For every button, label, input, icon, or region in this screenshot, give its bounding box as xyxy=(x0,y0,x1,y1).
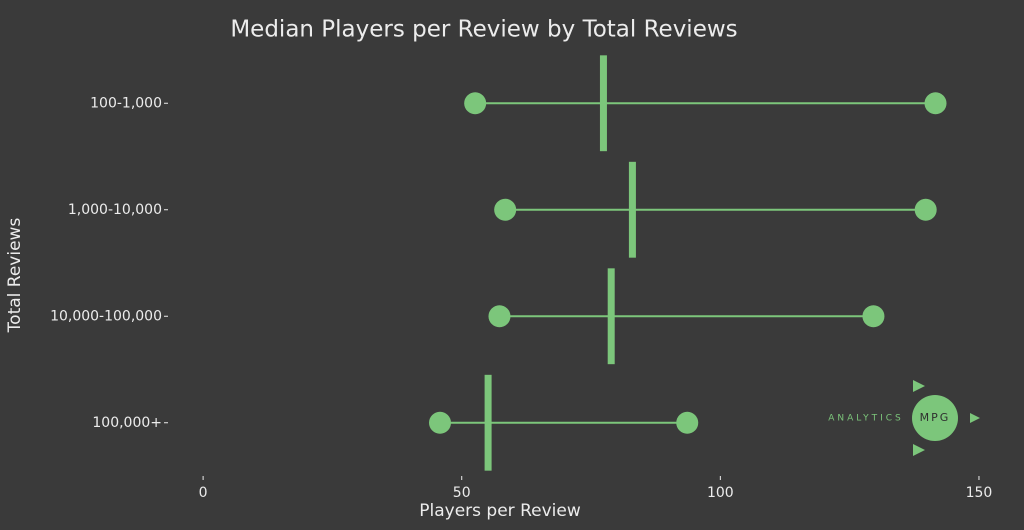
y-axis-title: Total Reviews xyxy=(5,218,25,334)
high-dot xyxy=(914,198,937,221)
y-tick-label: 100,000+ xyxy=(92,415,162,431)
high-dot xyxy=(862,305,885,328)
median-bar xyxy=(599,55,607,152)
high-dot xyxy=(924,92,947,115)
logo: ANALYTICS MPG xyxy=(828,380,980,456)
x-tick-label: 150 xyxy=(966,485,993,501)
high-dot xyxy=(676,411,699,434)
low-dot xyxy=(488,305,511,328)
x-tick-label: 0 xyxy=(199,485,208,501)
x-tick-label: 50 xyxy=(453,485,471,501)
y-tick-label: 100-1,000 xyxy=(90,95,162,111)
x-tick-label: 100 xyxy=(707,485,734,501)
median-bar xyxy=(628,161,636,258)
x-axis-title: Players per Review xyxy=(419,501,581,521)
y-tick-label: 1,000-10,000 xyxy=(68,202,162,218)
y-tick-label: 10,000-100,000 xyxy=(50,308,162,324)
logo-arrows xyxy=(913,380,980,456)
logo-circle xyxy=(912,395,958,441)
median-bar xyxy=(607,268,615,365)
chart-title: Median Players per Review by Total Revie… xyxy=(230,17,737,43)
low-dot xyxy=(494,198,517,221)
logo-text: ANALYTICS xyxy=(828,414,904,424)
low-dot xyxy=(464,92,487,115)
low-dot xyxy=(429,411,451,434)
median-bar xyxy=(484,374,492,471)
logo-mark: MPG xyxy=(920,411,951,424)
